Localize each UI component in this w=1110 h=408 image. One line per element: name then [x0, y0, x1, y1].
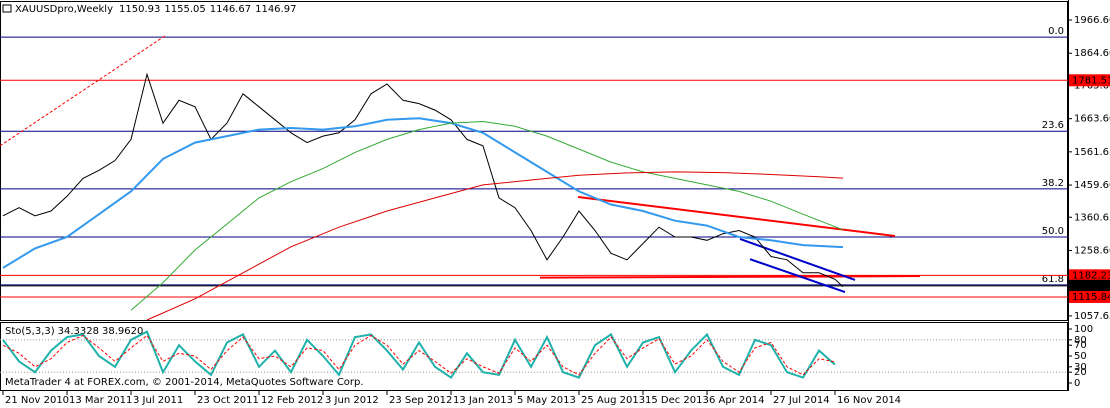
x-tick-label: 5 May 2013 [517, 395, 576, 406]
y-tick-label: 1561.65 [1074, 147, 1110, 158]
price-tag-label: 1149.95 [1072, 281, 1110, 292]
stoch-title: Sto(5,3,3) [5, 326, 55, 337]
x-tick-label: 27 Jul 2014 [773, 395, 830, 406]
x-tick-label: 3 Jun 2012 [325, 395, 379, 406]
low-price: 1146.67 [210, 4, 251, 15]
fib-label: 23.6 [1042, 120, 1064, 131]
price-tag-label: 1115.84 [1072, 292, 1110, 303]
stoch-main-reading: 34.3328 [58, 326, 99, 337]
x-tick-label: 25 Aug 2013 [581, 395, 645, 406]
ma-line [146, 171, 844, 321]
trendline [539, 275, 921, 279]
x-tick-label: 21 Nov 2010 [5, 395, 69, 406]
y-tick-label: 1057.65 [1074, 311, 1110, 322]
y-tick-label: 20 [1074, 367, 1087, 378]
x-tick-label: 12 Feb 2012 [261, 395, 323, 406]
price-tag-label: 1182.23 [1072, 270, 1110, 281]
x-tick-label: 6 Apr 2014 [709, 395, 764, 406]
y-tick-label: 30 [1074, 362, 1087, 373]
price-tag-label: 1781.51 [1072, 75, 1110, 86]
x-tick-label: 13 Mar 2011 [69, 395, 132, 406]
stoch-header: Sto(5,3,3) 34.3328 38.9620 [5, 326, 143, 337]
fib-label: 38.2 [1042, 178, 1064, 189]
chart-header: XAUUSDpro,Weekly 1150.93 1155.05 1146.67 114… [15, 4, 296, 15]
y-tick-label: 50 [1074, 351, 1087, 362]
price-tag [1069, 269, 1110, 282]
fib-label: 0.0 [1048, 26, 1064, 37]
x-tick-label: 3 Jul 2011 [133, 395, 183, 406]
symbol-icon [2, 4, 12, 13]
fib-label: 61.8 [1042, 274, 1064, 285]
chart-title: XAUUSDpro,Weekly [15, 4, 113, 15]
x-tick-label: 23 Sep 2012 [389, 395, 452, 406]
y-tick-label: 80 [1074, 335, 1087, 346]
x-tick-label: 23 Oct 2011 [197, 395, 259, 406]
y-tick-label: 70 [1074, 340, 1087, 351]
ma-line [2, 117, 844, 269]
price-line [2, 72, 844, 288]
trendline [0, 35, 166, 147]
stoch-line [2, 334, 836, 376]
y-tick-label: 1360.65 [1074, 212, 1110, 223]
y-tick-label: 1966.60 [1074, 15, 1110, 26]
y-tick-label: 1864.60 [1074, 48, 1110, 59]
x-tick-label: 13 Jan 2013 [453, 395, 513, 406]
price-tag [1069, 279, 1110, 292]
x-tick-label: 16 Nov 2014 [837, 395, 901, 406]
y-tick-label: 1258.60 [1074, 245, 1110, 256]
price-tag [1069, 290, 1110, 303]
y-tick-label: 1663.60 [1074, 114, 1110, 125]
stoch-signal-reading: 38.9620 [102, 326, 143, 337]
main-panel-frame [0, 1, 1068, 321]
x-tick-label: 15 Dec 2013 [645, 395, 709, 406]
fib-label: 50.0 [1042, 226, 1064, 237]
stoch-panel-frame [0, 322, 1068, 391]
high-price: 1155.05 [164, 4, 205, 15]
close-price: 1146.97 [255, 4, 296, 15]
ma-line [130, 120, 844, 311]
trendline [749, 258, 846, 293]
trendline [739, 238, 856, 281]
watermark: MetaTrader 4 at FOREX.com, © 2001-2014, … [5, 377, 364, 388]
y-tick-label: 100 [1074, 324, 1093, 335]
y-tick-label: 0 [1074, 378, 1080, 389]
price-tag [1069, 74, 1110, 87]
y-tick-label: 1459.60 [1074, 180, 1110, 191]
open-price: 1150.93 [119, 4, 160, 15]
stoch-line [2, 330, 836, 379]
